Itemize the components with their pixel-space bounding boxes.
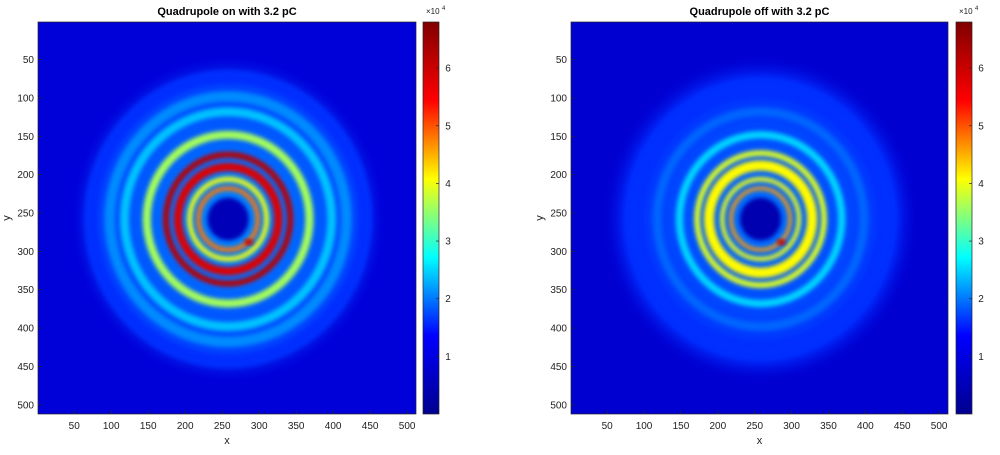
colorbar-tick-label: 3 (445, 237, 451, 248)
x-tick-label: 400 (857, 421, 874, 432)
colorbar-tick-label: 3 (978, 237, 984, 248)
left-colorbar (422, 21, 440, 415)
colorbar-tick-label: 1 (445, 352, 451, 363)
x-tick-label: 400 (325, 421, 342, 432)
y-tick-label: 450 (550, 362, 567, 373)
right-chart-title: Quadrupole off with 3.2 pC (690, 6, 830, 18)
x-tick-label: 200 (709, 421, 726, 432)
colorbar-tick-label: 1 (978, 352, 984, 363)
y-tick-label: 50 (23, 55, 35, 66)
colorbar-tick-label: 2 (978, 294, 984, 305)
diffraction-ring (163, 151, 294, 287)
x-tick-label: 200 (177, 421, 194, 432)
colorbar-tick-label: 4 (978, 179, 984, 190)
y-tick-label: 50 (556, 55, 568, 66)
left-colorbar-exponent: 4 (442, 6, 446, 12)
colorbar-tick-label: 4 (445, 179, 451, 190)
y-tick-label: 350 (550, 285, 567, 296)
left-x-axis-label: x (224, 435, 230, 447)
diffraction-ring (173, 162, 283, 276)
diffraction-ring (729, 186, 792, 252)
y-tick-label: 250 (17, 209, 34, 220)
diffraction-ring (142, 130, 314, 308)
bright-spot (244, 239, 254, 246)
y-tick-label: 200 (17, 170, 34, 181)
y-tick-label: 150 (550, 132, 567, 143)
left-chart-title: Quadrupole on with 3.2 pC (157, 6, 296, 18)
x-tick-label: 250 (214, 421, 231, 432)
x-tick-label: 300 (251, 421, 268, 432)
y-tick-label: 100 (17, 93, 34, 104)
y-tick-label: 350 (17, 285, 34, 296)
colorbar-tick-label: 6 (978, 64, 984, 75)
diffraction-ring (675, 131, 846, 308)
x-tick-label: 50 (69, 421, 81, 432)
x-tick-label: 350 (820, 421, 837, 432)
colorbar-tick-label: 5 (445, 121, 451, 132)
x-tick-label: 500 (399, 421, 416, 432)
left-axes-frame (37, 21, 417, 415)
diffraction-ring (187, 176, 270, 262)
right-colorbar (955, 21, 973, 415)
right-colorbar-exponent: 4 (975, 6, 979, 12)
central-hole (207, 197, 249, 241)
x-tick-label: 350 (288, 421, 305, 432)
right-y-axis-label: y (534, 215, 546, 221)
bright-spot (776, 239, 786, 246)
y-tick-label: 300 (17, 247, 34, 258)
y-tick-label: 300 (550, 247, 567, 258)
left-y-axis-label: y (1, 215, 13, 221)
y-tick-label: 150 (17, 132, 34, 143)
diffraction-ring (104, 91, 352, 348)
x-tick-label: 250 (746, 421, 763, 432)
x-tick-label: 150 (140, 421, 157, 432)
y-tick-label: 500 (550, 400, 567, 411)
diffraction-ring (652, 107, 869, 331)
right-colorbar-multiplier: ×10 (959, 7, 973, 16)
x-tick-label: 500 (931, 421, 948, 432)
left-heatmap (38, 22, 416, 414)
x-tick-label: 100 (636, 421, 653, 432)
right-axes-frame (570, 21, 949, 415)
diffraction-ring (196, 186, 260, 253)
y-tick-label: 200 (550, 170, 567, 181)
y-tick-label: 100 (550, 93, 567, 104)
left-colorbar-multiplier: ×10 (426, 7, 440, 16)
colorbar-tick-label: 2 (445, 294, 451, 305)
right-heatmap (571, 22, 948, 414)
y-tick-label: 400 (17, 324, 34, 335)
diffraction-ring (720, 177, 802, 262)
y-tick-label: 500 (17, 400, 34, 411)
x-tick-label: 300 (783, 421, 800, 432)
central-hole (739, 197, 782, 241)
y-tick-label: 400 (550, 324, 567, 335)
colorbar-tick-label: 6 (445, 64, 451, 75)
diffraction-ring (694, 150, 828, 289)
x-tick-label: 450 (894, 421, 911, 432)
y-tick-label: 450 (17, 362, 34, 373)
diffraction-ring (84, 70, 372, 368)
diffraction-ring (120, 107, 337, 331)
x-tick-label: 450 (362, 421, 379, 432)
diffraction-ring (633, 87, 888, 351)
x-tick-label: 150 (673, 421, 690, 432)
diffraction-ring (703, 160, 818, 279)
x-tick-label: 50 (602, 421, 614, 432)
x-tick-label: 100 (103, 421, 120, 432)
y-tick-label: 250 (550, 209, 567, 220)
right-x-axis-label: x (757, 435, 763, 447)
colorbar-tick-label: 5 (978, 121, 984, 132)
